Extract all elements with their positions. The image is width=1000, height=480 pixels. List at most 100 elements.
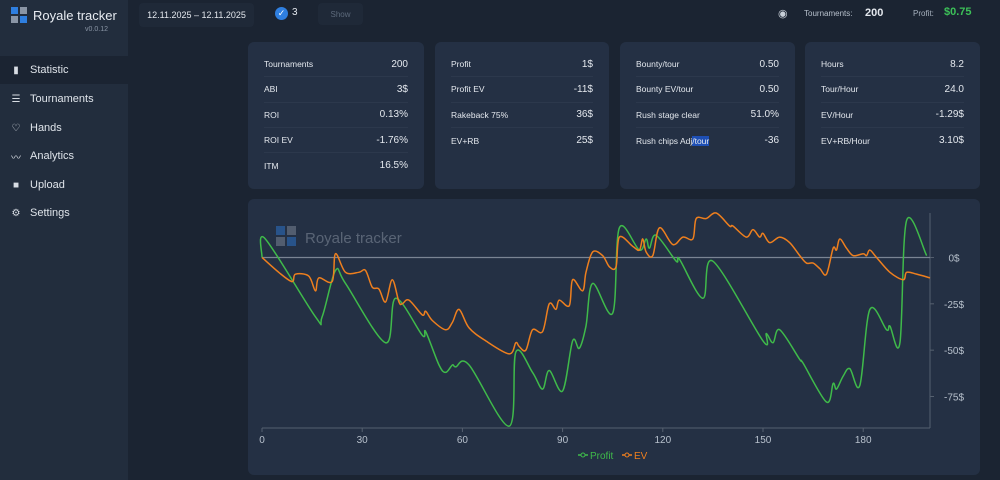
y-tick-label: -25$ [944, 300, 964, 311]
series-line-ev [261, 212, 931, 355]
stats-card-hours: Hours 8.2 Tour/Hour 24.0 EV/Hour -1.29$ EV+… [805, 42, 980, 189]
stat-value: 200 [391, 58, 408, 70]
sidebar-item-label: Upload [30, 179, 65, 191]
sidebar-item-tournaments[interactable]: ☰ Tournaments [0, 85, 128, 113]
watermark-logo-icon [276, 226, 285, 235]
app-version: v0.0.12 [85, 26, 108, 33]
check-icon[interactable]: ✓ [275, 7, 288, 20]
stat-row: Profit EV -11$ [451, 77, 593, 103]
y-tick-label: -75$ [944, 392, 964, 403]
upload-folder-icon: ■ [12, 179, 20, 191]
y-tick-label: 0$ [948, 253, 960, 264]
x-tick-label: 180 [855, 435, 872, 446]
list-icon: ☰ [11, 93, 21, 105]
legend-marker-dot [580, 452, 586, 458]
x-tick-label: 60 [457, 435, 469, 446]
x-tick-label: 150 [755, 435, 772, 446]
chart-svg: Royale tracker 0 30 60 90 120 150 180 0$ -25$ -50… [259, 212, 964, 462]
stat-row: ROI 0.13% [264, 103, 408, 128]
cards-icon: ♡ [11, 122, 21, 134]
x-tick-label: 120 [654, 435, 671, 446]
stats-card-profit: Profit 1$ Profit EV -11$ Rakeback 75% 36$ E… [435, 42, 609, 189]
stat-label: Profit EV [451, 84, 485, 95]
stat-row: Tournaments 200 [264, 52, 408, 78]
stat-value: -1.76% [376, 134, 408, 146]
stat-value: 25$ [576, 135, 593, 147]
stats-card-bounty: Bounty/tour 0.50 Bounty EV/tour 0.50 Rush … [620, 42, 795, 189]
stat-label: EV+RB [451, 135, 480, 146]
sidebar-item-label: Settings [30, 207, 70, 219]
stat-label: Rush stage clear [636, 109, 700, 120]
stat-label: ROI EV [264, 135, 293, 146]
profit-label: Profit: [913, 9, 934, 18]
date-range-picker[interactable]: 12.11.2025 – 12.11.2025 [139, 3, 254, 27]
sidebar-item-analytics[interactable]: 〰 Analytics [0, 142, 128, 170]
stats-card-general: Tournaments 200 ABI 3$ ROI 0.13% ROI EV -1.7… [248, 42, 424, 189]
sidebar-item-upload[interactable]: ■ Upload [0, 171, 128, 199]
stat-value: 3$ [396, 83, 408, 95]
stat-row: ABI 3$ [264, 77, 408, 103]
trend-icon: 〰 [11, 152, 21, 164]
stat-value: 0.50 [759, 83, 779, 95]
gear-icon: ⚙ [11, 207, 21, 219]
sidebar-item-label: Analytics [30, 150, 75, 162]
stat-label: ITM [264, 160, 279, 171]
stat-label: Tournaments [264, 59, 314, 70]
stat-label: Hours [821, 59, 844, 70]
stat-row: Hours 8.2 [821, 52, 964, 78]
stat-label: Tour/Hour [821, 84, 859, 95]
stat-row: Tour/Hour 24.0 [821, 77, 964, 103]
stat-row: Profit 1$ [451, 52, 593, 78]
selected-count: 3 [292, 7, 298, 18]
stat-row: Rush chips Adj/tour -36 [636, 128, 779, 153]
stat-row: Rush stage clear 51.0% [636, 103, 779, 128]
sidebar-item-label: Tournaments [30, 93, 94, 105]
legend-marker-dot [624, 452, 630, 458]
stat-row: ROI EV -1.76% [264, 128, 408, 154]
profit-chart: Royale tracker 0 30 60 90 120 150 180 0$ -25$ -50… [248, 199, 980, 475]
stat-value: 0.13% [379, 109, 408, 121]
stat-row: Rakeback 75% 36$ [451, 103, 593, 128]
stat-row: Bounty EV/tour 0.50 [636, 77, 779, 103]
y-tick-label: -50$ [944, 346, 964, 357]
sidebar-item-hands[interactable]: ♡ Hands [0, 114, 128, 142]
eye-icon[interactable]: ◉ [778, 8, 788, 20]
legend-item[interactable]: EV [634, 451, 648, 462]
stat-label: EV/Hour [821, 109, 854, 120]
show-button[interactable]: Show [318, 3, 363, 25]
stat-row: ITM 16.5% [264, 153, 408, 178]
stat-label: EV+RB/Hour [821, 135, 870, 146]
sidebar-item-settings[interactable]: ⚙ Settings [0, 199, 128, 227]
stat-value: -1.29$ [935, 109, 964, 121]
legend-item[interactable]: Profit [590, 451, 614, 462]
stat-value: 8.2 [950, 58, 964, 70]
x-tick-label: 90 [557, 435, 569, 446]
tournaments-value: 200 [865, 7, 884, 19]
watermark: Royale tracker [276, 226, 402, 247]
text-selection: /tour [692, 135, 710, 146]
stat-label: Bounty/tour [636, 59, 680, 70]
sidebar-item-label: Statistic [30, 64, 69, 76]
sidebar: Royale tracker v0.0.12 ▮ Statistic ☰ Tourn… [0, 0, 128, 480]
stat-value: 36$ [576, 109, 593, 121]
stat-label: ROI [264, 109, 280, 120]
stat-label: Rush chips Adj/tour [636, 135, 710, 146]
stat-row: EV+RB/Hour 3.10$ [821, 128, 964, 153]
x-tick-label: 30 [357, 435, 369, 446]
app-logo-icon [11, 7, 27, 23]
x-tick-label: 0 [259, 435, 265, 446]
stat-row: EV+RB 25$ [451, 128, 593, 153]
stat-label: ABI [264, 84, 278, 95]
watermark-text: Royale tracker [305, 230, 402, 247]
sidebar-item-label: Hands [30, 122, 62, 134]
stat-row: EV/Hour -1.29$ [821, 103, 964, 128]
stat-value: 16.5% [379, 160, 408, 172]
stat-label: Profit [451, 59, 471, 70]
sidebar-item-statistic[interactable]: ▮ Statistic [0, 56, 128, 84]
series-line-profit [259, 216, 928, 427]
stat-value: -11$ [573, 83, 593, 95]
app-name: Royale tracker [33, 8, 117, 23]
tournaments-label: Tournaments: [804, 9, 853, 18]
stat-value: 24.0 [944, 83, 964, 95]
stat-row: Bounty/tour 0.50 [636, 52, 779, 78]
